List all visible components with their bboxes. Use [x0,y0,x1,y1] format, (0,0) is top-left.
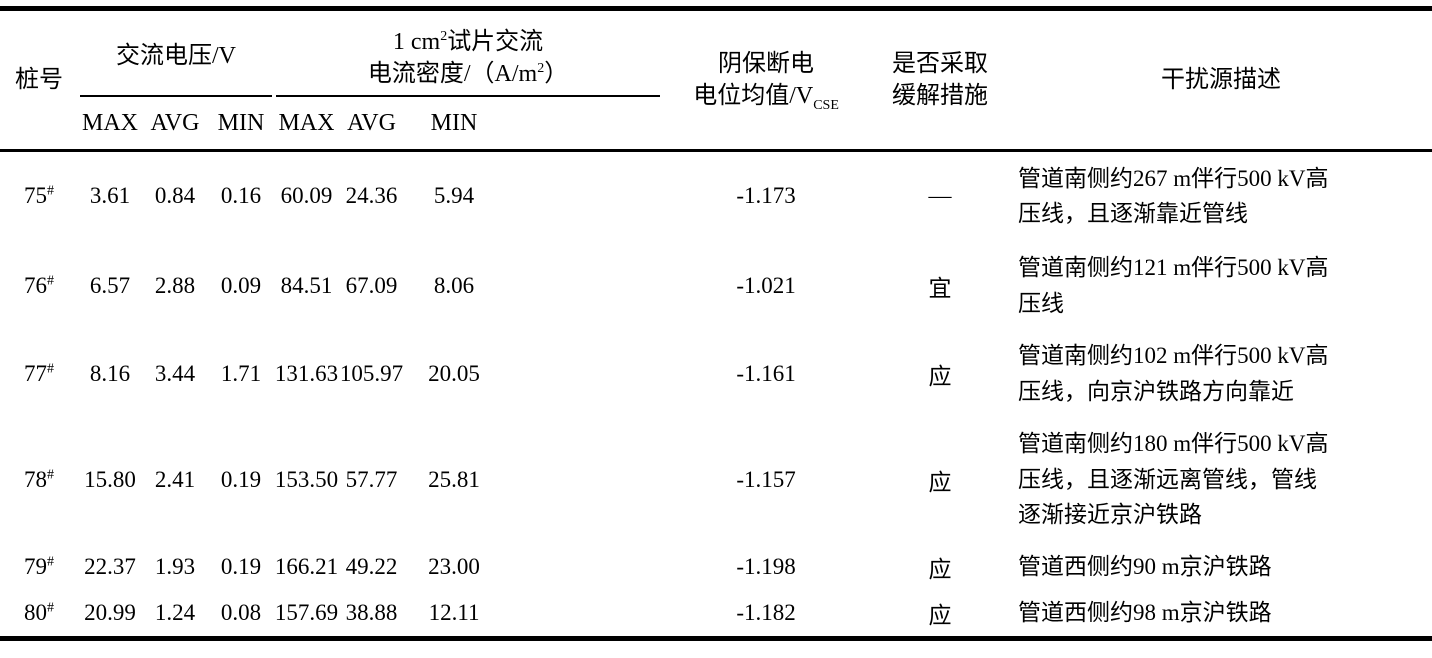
cell-mitigation: 应 [928,469,952,495]
header-row-subcolumns: MAX AVG MIN MAX AVG MIN [0,97,1432,151]
col-header-pile: 桩号 [15,66,63,93]
cell-source-description: 管道南侧约102 m伴行500 kV高 压线，向京沪铁路方向靠近 [1018,342,1329,404]
cell-i-max: 166.21 [274,553,339,579]
pile-superscript: # [47,466,54,482]
cell-v-avg: 1.24 [154,600,196,626]
cell-v-max: 6.57 [89,272,131,298]
col-header-potential: 阴保断电 电位均值/VCSE [693,50,839,113]
cell-potential: -1.157 [736,466,796,492]
subcol-i-avg: AVG [347,109,396,136]
cell-v-avg: 1.93 [154,553,196,579]
table-row: 77# 8.16 3.44 1.71 131.63 105.97 20.05 -… [0,331,1432,417]
cell-i-avg: 24.36 [339,149,405,241]
cell-mitigation: 宜 [928,275,952,301]
cell-source-description: 管道西侧约98 m京沪铁路 [1018,600,1272,626]
current-density-group-label: 1 cm2试片交流 电流密度/（A/m2） [276,26,661,97]
cell-pile: 77# [24,360,54,386]
cell-v-min: 0.08 [220,600,262,626]
cell-pile: 75# [0,149,78,241]
col-header-mitigation: 是否采取 缓解措施 [892,50,989,109]
cell-i-max: 60.09 [274,149,340,241]
col-group-ac-voltage: 交流电压/V [78,9,274,97]
subcol-v-max: MAX [81,109,138,136]
cell-i-avg: 38.88 [345,600,398,626]
cell-potential: -1.182 [736,600,796,626]
subcol-i-max: MAX [278,109,335,136]
cell-potential: -1.161 [736,360,796,386]
table-row: 75# 3.61 0.84 0.16 60.09 24.36 5.94 -1.1… [0,149,1432,241]
cell-i-min: 20.05 [428,360,480,386]
spacer-cell [504,149,663,241]
cell-v-max: 3.61 [78,149,142,241]
table-row: 78# 15.80 2.41 0.19 153.50 57.77 25.81 -… [0,417,1432,543]
cell-mitigation: 应 [928,556,952,582]
subcol-i-min: MIN [430,109,478,136]
cell-potential: -1.198 [736,553,796,579]
cell-i-avg: 67.09 [345,272,398,298]
cell-v-max: 15.80 [84,466,136,492]
subcol-filler [504,97,662,151]
table-row: 76# 6.57 2.88 0.09 84.51 67.09 8.06 -1.0… [0,241,1432,331]
header-row-groups: 桩号 交流电压/V 1 cm2试片交流 电流密度/（A/m2） 阴保断电 电位均值/… [0,9,1432,113]
cell-potential: -1.021 [736,272,796,298]
pile-superscript: # [47,272,54,288]
interference-monitoring-table: 桩号 交流电压/V 1 cm2试片交流 电流密度/（A/m2） 阴保断电 电位均值/… [0,6,1432,641]
cell-i-max: 153.50 [274,466,339,492]
cell-pile: 78# [24,466,54,492]
cell-i-min: 5.94 [404,149,505,241]
pile-superscript: # [47,600,54,616]
pile-superscript: # [47,360,54,376]
col-header-source: 干扰源描述 [1161,66,1282,93]
subcol-v-avg: AVG [150,109,200,136]
cell-source-description: 管道南侧约180 m伴行500 kV高 压线，且逐渐远离管线，管线 逐渐接近京沪… [1018,431,1329,528]
cell-v-avg: 2.41 [154,466,196,492]
cell-v-avg: 3.44 [154,360,196,386]
cell-v-max: 22.37 [84,553,136,579]
spacer-cell [504,543,662,591]
ac-voltage-group-label: 交流电压/V [80,40,273,97]
cell-v-min: 0.09 [220,272,262,298]
cell-v-max: 20.99 [84,600,136,626]
cell-source-description: 管道西侧约90 m京沪铁路 [1018,553,1272,579]
cell-i-max: 157.69 [274,600,339,626]
spacer-cell [504,591,662,639]
cell-source-description: 管道南侧约267 m伴行500 kV高 压线，且逐渐靠近管线 [1010,149,1432,241]
cell-v-avg: 0.84 [142,149,208,241]
pile-superscript: # [47,183,54,199]
cell-v-min: 0.16 [208,149,275,241]
cell-mitigation: 应 [928,363,952,389]
cell-v-min: 0.19 [220,466,262,492]
cell-source-description: 管道南侧约121 m伴行500 kV高 压线 [1018,254,1329,316]
cell-i-min: 23.00 [428,553,480,579]
cell-pile: 80# [24,600,54,626]
cell-i-min: 8.06 [433,272,475,298]
cell-i-min: 12.11 [428,600,480,626]
cell-i-max: 131.63 [274,360,339,386]
cell-i-min: 25.81 [428,466,480,492]
cell-v-max: 8.16 [89,360,131,386]
spacer-cell [504,417,662,543]
cell-pile: 79# [24,553,54,579]
cell-i-max: 84.51 [280,272,333,298]
cell-i-avg: 57.77 [345,466,398,492]
cell-mitigation: — [870,149,1011,241]
cell-potential: -1.173 [662,149,871,241]
cell-v-min: 1.71 [220,360,262,386]
cell-v-avg: 2.88 [154,272,196,298]
cell-pile: 76# [24,272,54,298]
spacer-cell [504,331,662,417]
cell-mitigation: 应 [928,603,952,629]
cell-v-min: 0.19 [220,553,262,579]
subcol-v-min: MIN [217,109,265,136]
cell-i-avg: 105.97 [339,360,404,386]
pile-superscript: # [47,553,54,569]
table-row: 79# 22.37 1.93 0.19 166.21 49.22 23.00 -… [0,543,1432,591]
spacer-cell [504,241,662,331]
col-group-current-density: 1 cm2试片交流 电流密度/（A/m2） [274,9,662,97]
table-row: 80# 20.99 1.24 0.08 157.69 38.88 12.11 -… [0,591,1432,639]
cell-i-avg: 49.22 [345,553,398,579]
